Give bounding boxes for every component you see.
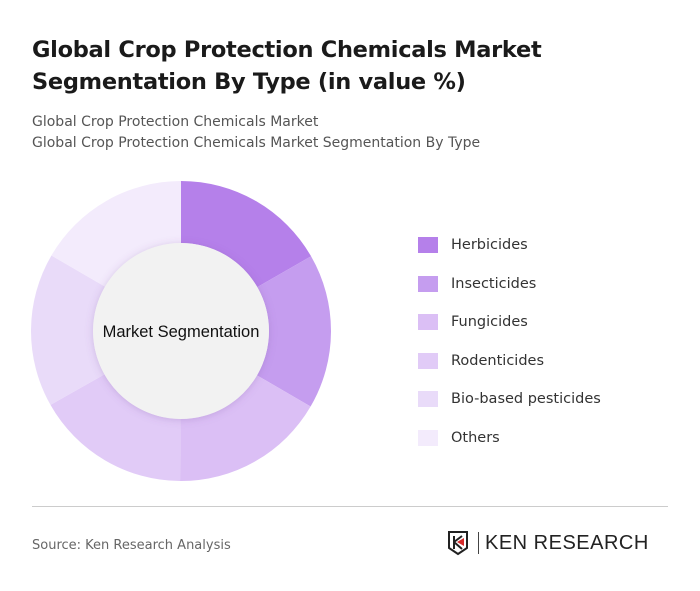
ken-logo-icon bbox=[448, 531, 468, 556]
legend-swatch bbox=[418, 275, 438, 292]
legend-item: Others bbox=[418, 419, 601, 458]
donut-slice-bio-based-pesticides bbox=[30, 255, 105, 405]
subtitle-1: Global Crop Protection Chemicals Market bbox=[32, 114, 319, 130]
logo-text: KEN RESEARCH bbox=[485, 531, 649, 554]
legend-label: Bio-based pesticides bbox=[451, 391, 601, 408]
legend-swatch bbox=[418, 391, 438, 408]
donut-slice-fungicides bbox=[180, 375, 311, 481]
legend-item: Insecticides bbox=[418, 265, 601, 304]
legend-swatch bbox=[418, 429, 438, 446]
center-label: Market Segmentation bbox=[103, 323, 260, 341]
legend-swatch bbox=[418, 352, 438, 369]
subtitle-2: Global Crop Protection Chemicals Market … bbox=[32, 135, 481, 151]
legend-label: Herbicides bbox=[451, 237, 528, 254]
legend-item: Herbicides bbox=[418, 226, 601, 265]
legend: Herbicides Insecticides Fungicides Rodentic… bbox=[418, 226, 601, 457]
legend-label: Rodenticides bbox=[451, 352, 545, 369]
donut-slice-others bbox=[51, 181, 182, 287]
legend-item: Rodenticides bbox=[418, 342, 601, 381]
donut-slice-herbicides bbox=[181, 181, 312, 288]
legend-label: Fungicides bbox=[451, 314, 528, 331]
legend-item: Bio-based pesticides bbox=[418, 380, 601, 419]
chart-title: Global Crop Protection Chemicals Market … bbox=[32, 37, 542, 95]
legend-swatch bbox=[418, 237, 438, 254]
legend-label: Insecticides bbox=[451, 275, 537, 292]
legend-item: Fungicides bbox=[418, 303, 601, 342]
donut-slice-rodenticides bbox=[50, 374, 181, 481]
donut-slice-insecticides bbox=[257, 256, 331, 407]
legend-swatch bbox=[418, 314, 438, 331]
source-note: Source: Ken Research Analysis bbox=[32, 538, 231, 553]
legend-label: Others bbox=[451, 429, 500, 446]
ken-research-logo: KEN RESEARCH bbox=[447, 530, 649, 556]
divider bbox=[32, 506, 668, 507]
donut-hole bbox=[93, 243, 269, 419]
